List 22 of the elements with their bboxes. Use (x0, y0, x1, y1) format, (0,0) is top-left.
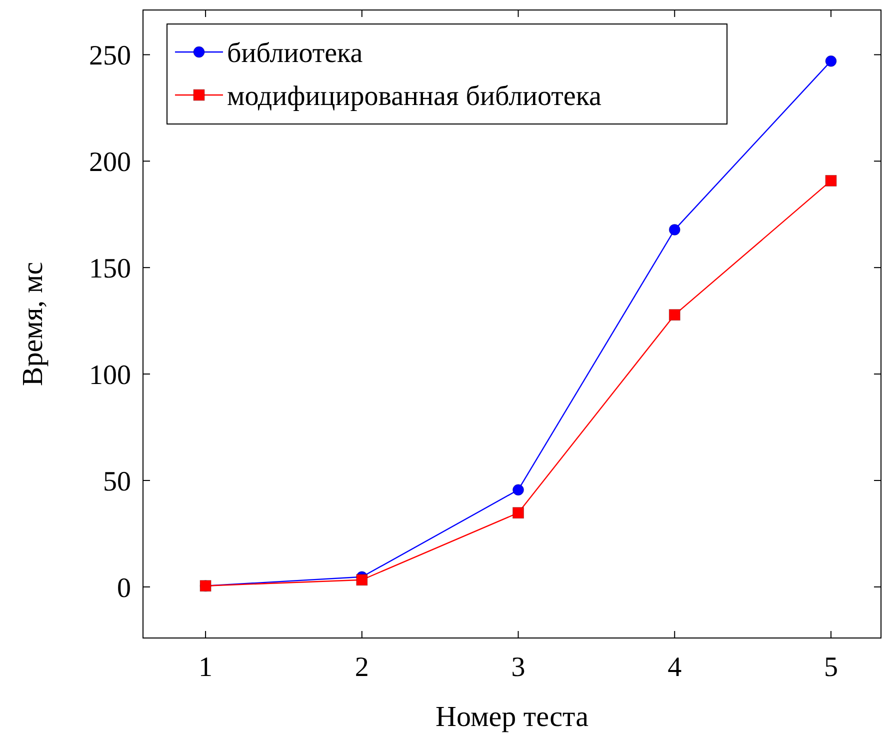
x-tick-label: 4 (668, 652, 682, 683)
legend-label: модифицированная библиотека (227, 81, 602, 112)
point (825, 55, 837, 67)
x-axis-title: Номер теста (436, 701, 589, 733)
x-tick-label: 1 (198, 652, 213, 683)
x-tick-label: 2 (354, 652, 369, 683)
y-tick-label: 150 (89, 254, 131, 285)
y-tick-label: 200 (89, 147, 131, 178)
y-axis-title: Время, мс (17, 262, 49, 386)
point (668, 224, 680, 236)
point (668, 309, 680, 321)
point (825, 174, 837, 186)
y-tick-label: 250 (89, 40, 131, 72)
point (356, 574, 368, 586)
y-tick-label: 100 (89, 360, 131, 392)
y-tick-label: 0 (117, 572, 131, 604)
y-tick-label: 50 (103, 466, 131, 498)
point (512, 484, 524, 496)
legend-label: библиотека (227, 38, 364, 69)
point (512, 507, 524, 519)
x-tick-label: 5 (824, 652, 838, 683)
x-tick-label: 3 (511, 652, 526, 683)
